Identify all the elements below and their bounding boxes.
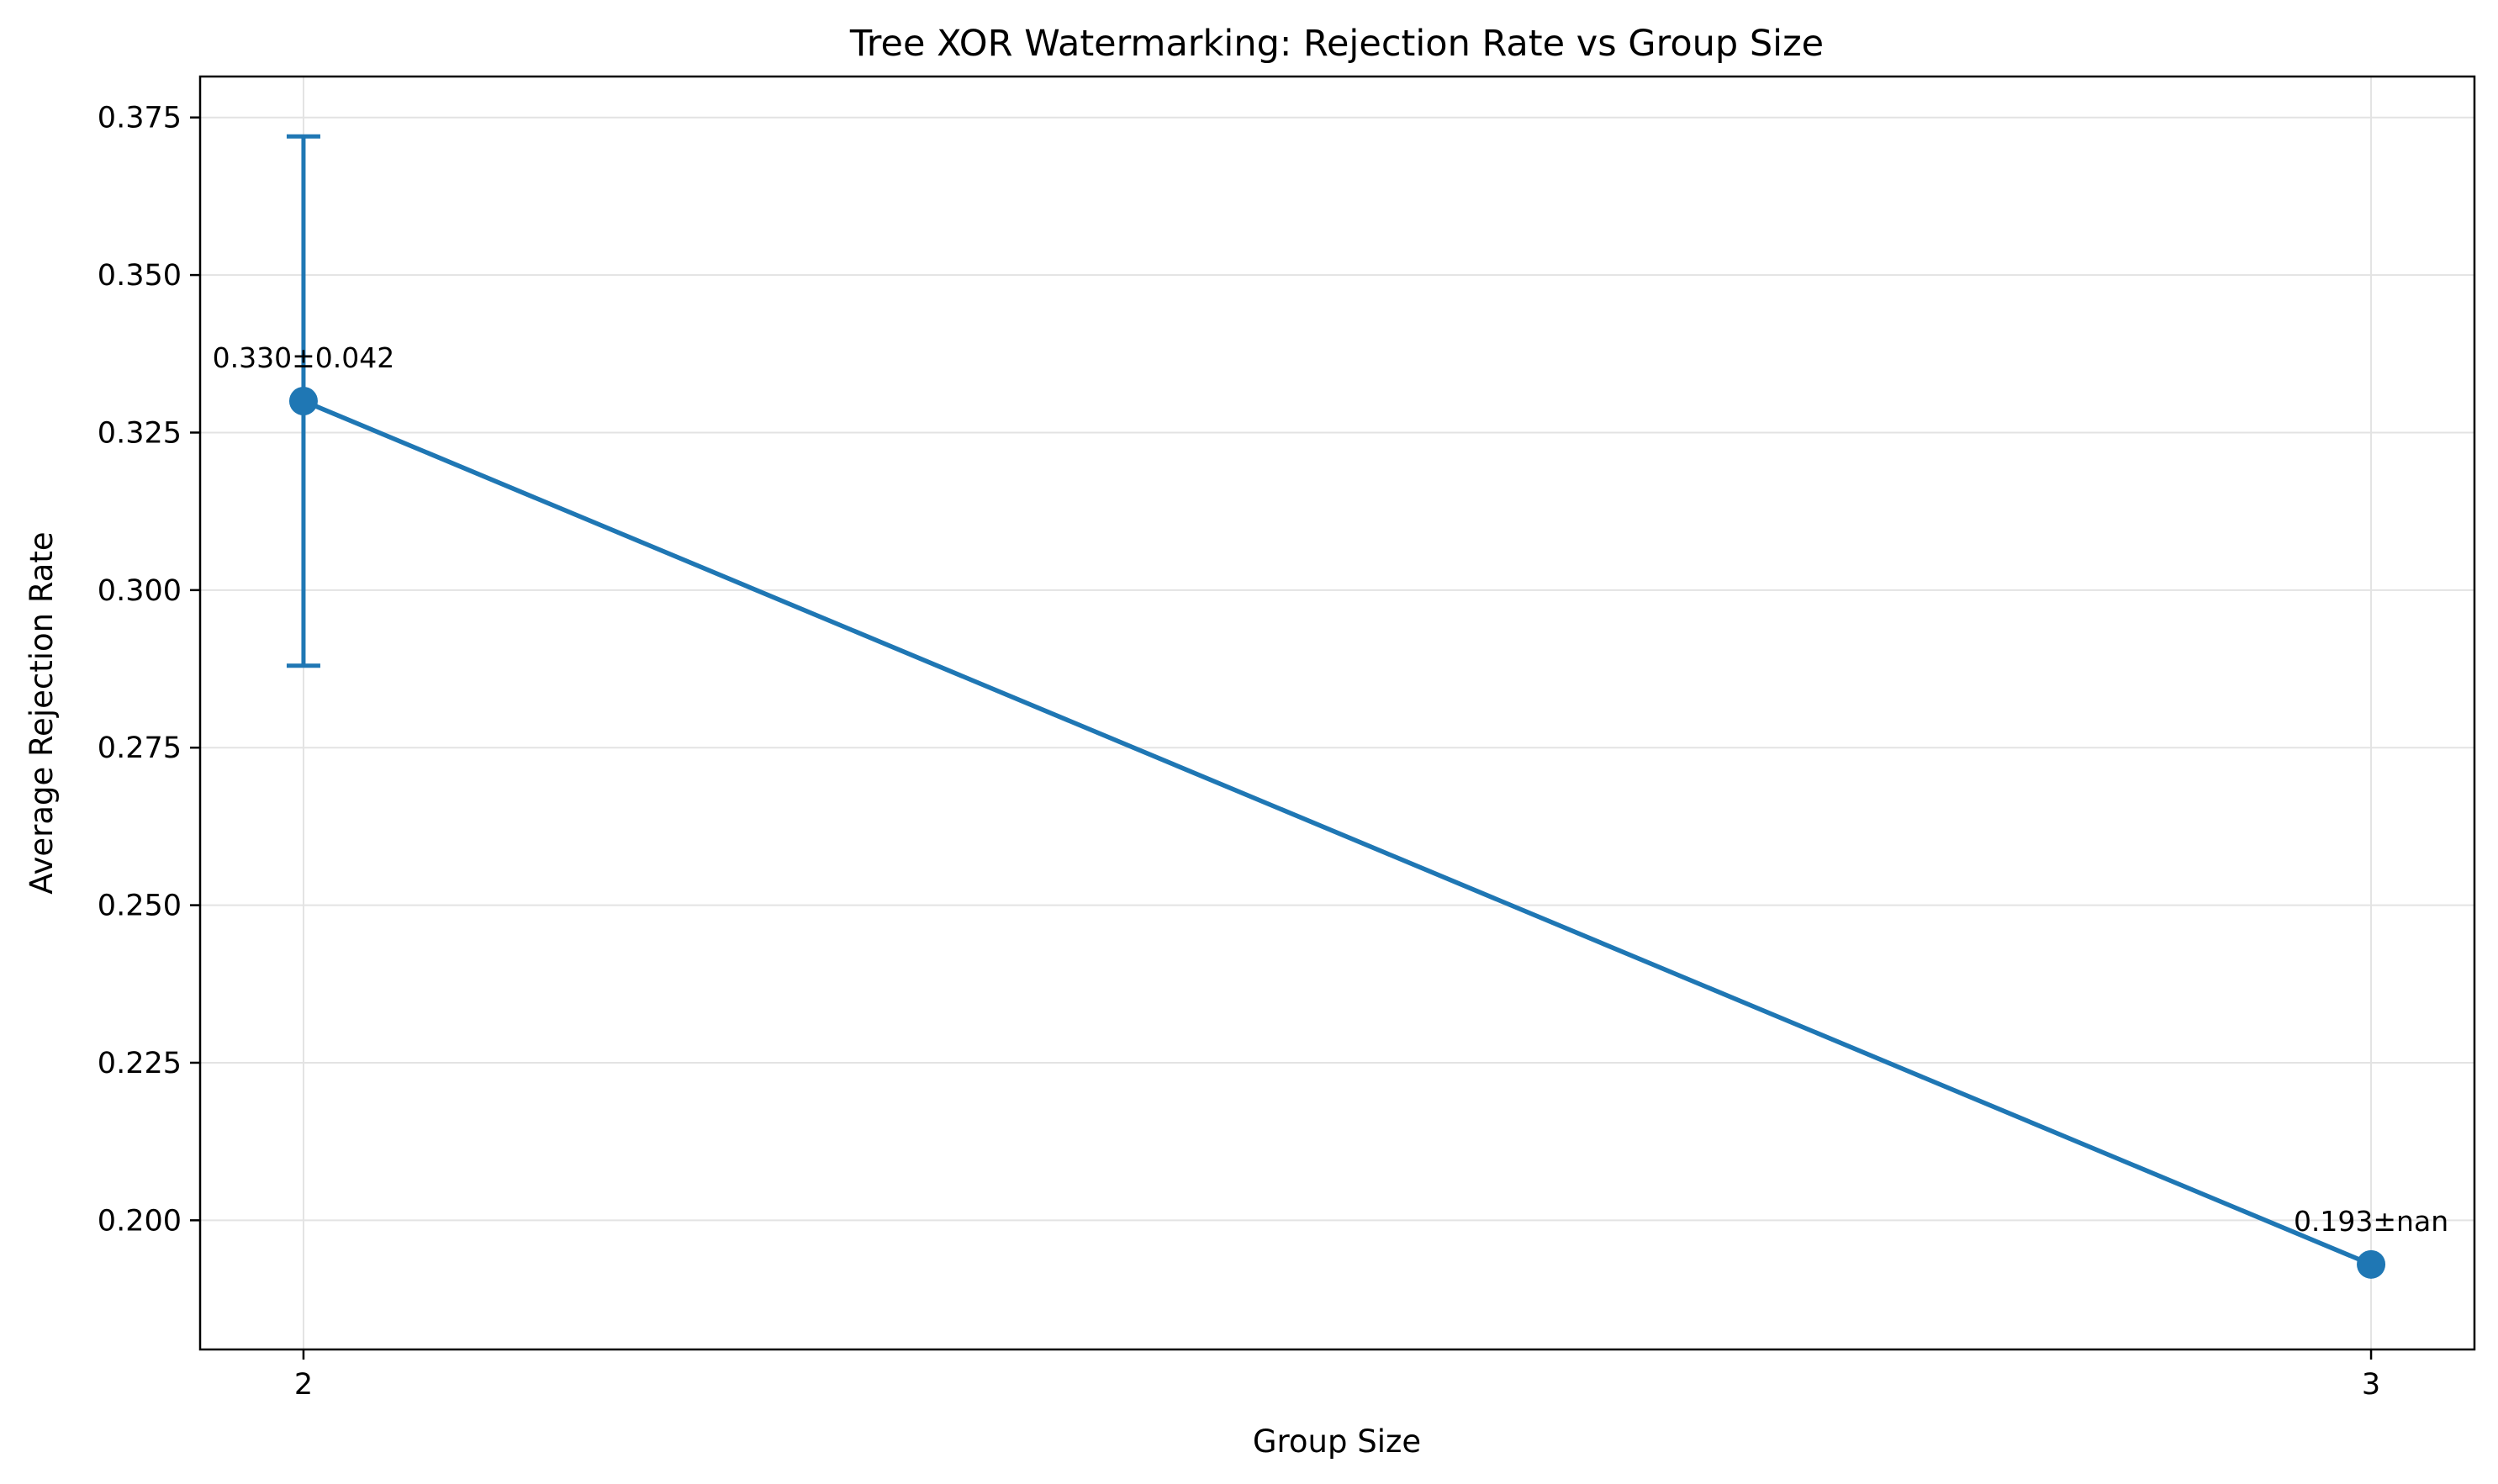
y-tick-label: 0.325 [98, 416, 182, 450]
data-label: 0.193±nan [2294, 1205, 2448, 1238]
y-tick-label: 0.350 [98, 259, 182, 293]
y-tick-label: 0.275 [98, 731, 182, 765]
plot-area-frame [198, 75, 2476, 1351]
y-axis-label: Average Rejection Rate [24, 531, 60, 894]
grid-lines [200, 77, 2474, 1349]
chart-title: Tree XOR Watermarking: Rejection Rate vs… [849, 23, 1824, 65]
y-tick-label: 0.375 [98, 102, 182, 135]
data-label: 0.330±0.042 [213, 341, 395, 374]
x-axis-label: Group Size [1253, 1423, 1421, 1460]
data-point [288, 386, 318, 415]
y-tick-label: 0.225 [98, 1047, 182, 1080]
series-group: 0.330±0.042 0.193±nan [213, 134, 2448, 1279]
y-tick-label: 0.300 [98, 574, 182, 608]
y-tick-label: 0.200 [98, 1204, 182, 1238]
data-point [2357, 1249, 2386, 1279]
y-tick-label: 0.250 [98, 890, 182, 923]
axis-ticks: 0.200 0.225 0.250 0.275 0.300 0.325 0.350 0.375… [98, 102, 2380, 1402]
x-tick-label: 2 [294, 1368, 313, 1402]
series-line [302, 399, 2373, 1267]
x-tick-label: 3 [2362, 1368, 2380, 1402]
